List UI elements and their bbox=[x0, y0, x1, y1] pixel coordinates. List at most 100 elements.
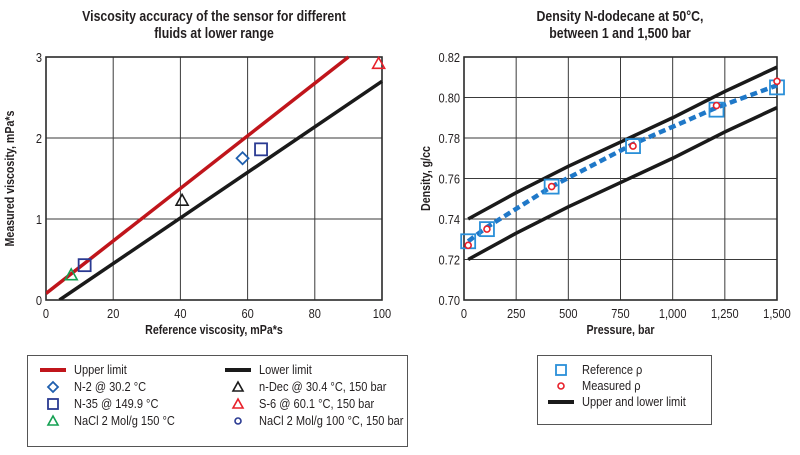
left-x-tick-label: 100 bbox=[373, 306, 392, 321]
legend-label: Reference ρ bbox=[582, 362, 643, 377]
triangle-legend-icon bbox=[231, 396, 245, 409]
measured-point bbox=[547, 182, 556, 191]
legend-item: NaCl 2 Mol/g 150 °C bbox=[38, 413, 193, 428]
right-plot-frame bbox=[463, 56, 778, 301]
lower-limit-line bbox=[467, 106, 778, 262]
reference-point bbox=[625, 138, 641, 155]
left-x-tick-label: 60 bbox=[241, 306, 254, 321]
legend-item: N-2 @ 30.2 °C bbox=[38, 379, 159, 394]
legend-item: N-35 @ 149.9 °C bbox=[38, 396, 173, 411]
legend-label: S-6 @ 60.1 °C, 150 bar bbox=[259, 396, 375, 411]
right-y-tick-label: 0.70 bbox=[439, 293, 461, 308]
right-title-line-1: Density N-dodecane at 50°C, bbox=[536, 8, 704, 25]
right-x-tick-label: 1,250 bbox=[711, 306, 739, 321]
legend-circle-swatch bbox=[557, 381, 565, 390]
left-plot: 0 20 40 60 80 100 0 1 2 3 Reference viscosity, mPa… bbox=[2, 50, 392, 337]
left-chart-title: Viscosity accuracy of the sensor for dif… bbox=[39, 8, 390, 42]
measured-point bbox=[712, 101, 721, 110]
legend-label: Upper and lower limit bbox=[582, 394, 686, 409]
left-y-tick-label: 2 bbox=[36, 131, 42, 146]
legend-item: Upper limit bbox=[38, 362, 136, 377]
legend-symbol bbox=[546, 379, 576, 393]
legend-symbol bbox=[223, 379, 253, 394]
triangle-legend-icon bbox=[231, 379, 245, 392]
upper-limit-line bbox=[467, 65, 778, 221]
left-title-line-1: Viscosity accuracy of the sensor for dif… bbox=[82, 8, 346, 25]
legend-label: Measured ρ bbox=[582, 378, 641, 393]
legend-label: Lower limit bbox=[259, 362, 312, 377]
legend-label: N-35 @ 149.9 °C bbox=[74, 396, 159, 411]
legend-square-swatch bbox=[47, 397, 59, 410]
right-plot: 0 250 500 750 1,000 1,250 1,500 0.70 0.72 0.74 0.7… bbox=[418, 50, 791, 337]
right-legend: Reference ρ Measured ρ Upper and lower lim… bbox=[537, 355, 712, 425]
legend-label: NaCl 2 Mol/g 100 °C, 150 bar bbox=[259, 413, 404, 428]
legend-item: Measured ρ bbox=[546, 378, 651, 393]
legend-symbol bbox=[223, 363, 253, 377]
triangle-legend-icon bbox=[46, 413, 60, 426]
left-data bbox=[46, 55, 383, 300]
upper-limit-line bbox=[46, 55, 350, 295]
right-x-tick-label: 750 bbox=[611, 306, 630, 321]
left-x-tick-label: 20 bbox=[107, 306, 120, 321]
legend-triangle-swatch bbox=[231, 379, 245, 392]
legend-symbol bbox=[38, 363, 68, 377]
left-x-tick-label: 0 bbox=[43, 306, 49, 321]
legend-label: N-2 @ 30.2 °C bbox=[74, 379, 147, 394]
left-title-line-2: fluids at lower range bbox=[154, 25, 274, 42]
legend-label: NaCl 2 Mol/g 150 °C bbox=[74, 413, 175, 428]
legend-item: S-6 @ 60.1 °C, 150 bar bbox=[223, 396, 394, 411]
right-title-line-2: between 1 and 1,500 bar bbox=[549, 25, 691, 42]
legend-square-swatch bbox=[555, 363, 567, 376]
fit-dashed-line bbox=[466, 83, 778, 244]
measured-point bbox=[629, 142, 637, 150]
legend-symbol bbox=[38, 380, 68, 394]
right-y-tick-label: 0.82 bbox=[439, 50, 461, 65]
legend-item: Reference ρ bbox=[546, 362, 653, 377]
left-y-axis-label: Measured viscosity, mPa*s bbox=[2, 110, 17, 246]
left-y-tick-label: 3 bbox=[36, 50, 42, 65]
right-y-tick-label: 0.80 bbox=[439, 91, 461, 106]
legend-symbol bbox=[223, 414, 253, 428]
right-chart-title: Density N-dodecane at 50°C, between 1 an… bbox=[464, 8, 776, 42]
data-point-square bbox=[77, 258, 92, 273]
measured-point bbox=[464, 241, 472, 250]
legend-item: Lower limit bbox=[223, 362, 321, 377]
right-y-tick-label: 0.78 bbox=[439, 131, 461, 146]
legend-diamond-swatch bbox=[46, 380, 60, 393]
line-legend-icon bbox=[40, 367, 66, 372]
data-point-diamond bbox=[235, 150, 250, 166]
legend-label: Upper limit bbox=[74, 362, 127, 377]
legend-triangle-swatch bbox=[231, 396, 245, 409]
legend-symbol bbox=[38, 413, 68, 428]
line-legend-icon bbox=[548, 399, 574, 404]
left-y-tick-label: 1 bbox=[36, 212, 42, 227]
right-x-axis-label: Pressure, bar bbox=[586, 322, 654, 337]
left-x-axis-label: Reference viscosity, mPa*s bbox=[145, 322, 283, 337]
legend-label: n-Dec @ 30.4 °C, 150 bar bbox=[259, 379, 387, 394]
legend-item: Upper and lower limit bbox=[546, 394, 704, 409]
line-legend-icon bbox=[225, 367, 251, 372]
right-x-tick-label: 1,000 bbox=[659, 306, 687, 321]
lower-limit-line bbox=[58, 79, 383, 300]
legend-symbol bbox=[223, 396, 253, 411]
legend-triangle-swatch bbox=[46, 413, 60, 426]
reference-point bbox=[479, 221, 495, 238]
left-plot-frame bbox=[45, 56, 383, 301]
circle-legend-icon bbox=[234, 416, 242, 425]
legend-item: NaCl 2 Mol/g 100 °C, 150 bar bbox=[223, 413, 429, 428]
right-y-tick-label: 0.74 bbox=[439, 212, 461, 227]
square-legend-icon bbox=[47, 397, 59, 410]
data-point-square bbox=[254, 142, 268, 157]
reference-point bbox=[543, 178, 560, 195]
right-x-tick-label: 250 bbox=[507, 306, 526, 321]
left-x-tick-label: 40 bbox=[174, 306, 187, 321]
right-x-tick-label: 500 bbox=[559, 306, 578, 321]
legend-circle-swatch bbox=[234, 416, 242, 425]
left-y-tick-label: 0 bbox=[36, 293, 42, 308]
data-point-triangle bbox=[174, 192, 190, 206]
legend-symbol bbox=[38, 397, 68, 411]
left-legend: Upper limit N-2 @ 30.2 °C N-35 @ 149.9 °C N… bbox=[27, 355, 408, 447]
legend-symbol bbox=[546, 395, 576, 409]
right-data bbox=[466, 65, 778, 262]
